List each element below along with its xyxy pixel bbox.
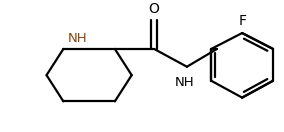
Text: F: F (238, 14, 246, 28)
Text: O: O (149, 2, 160, 16)
Text: NH: NH (175, 76, 195, 89)
Text: NH: NH (68, 32, 88, 45)
